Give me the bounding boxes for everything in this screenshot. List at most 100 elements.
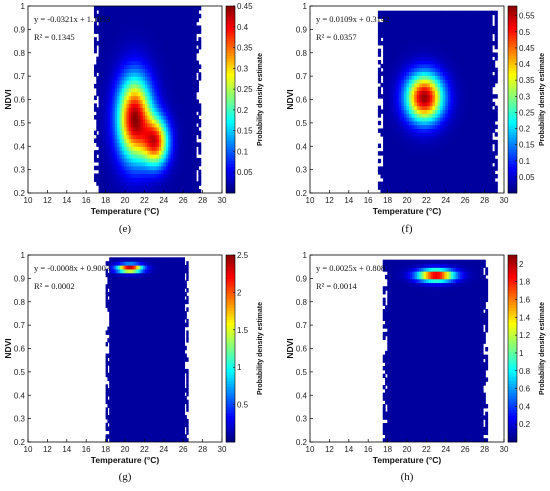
colorbar-tick-label: 0.15: [237, 127, 253, 136]
x-tick-label: 18: [383, 196, 392, 205]
x-tick-label: 28: [198, 445, 207, 454]
colorbar-tick-label: 0.3: [519, 92, 531, 101]
colorbar-tick-label: 1.2: [519, 331, 531, 340]
x-tick-label: 20: [121, 196, 130, 205]
x-tick-label: 12: [325, 445, 334, 454]
r-squared: R² = 0.0014: [316, 281, 357, 291]
chart-panel-h: 10 12 14 16 18 20 22 24 26 28 300.20.30.40.50.60.7…: [285, 251, 546, 483]
colorbar-tick-label: 0.2: [519, 125, 531, 134]
chart-panel-e: 10 12 14 16 18 20 22 24 26 28 30 0.2 0.3 0.4 0.5 0.6 0.7…: [3, 2, 264, 235]
x-tick-label: 18: [383, 445, 392, 454]
y-tick-label: 0.8: [14, 49, 26, 58]
colorbar-tick-label: 1.4: [519, 313, 531, 322]
x-axis-label: Temperature (°C): [91, 455, 160, 465]
x-tick-label: 30: [218, 196, 227, 205]
r-squared: R² = 0.1345: [34, 32, 75, 42]
colorbar-tick-label: 0.45: [519, 44, 535, 53]
x-tick-label: 26: [179, 196, 188, 205]
regression-equation: y = 0.0025x + 0.808: [316, 263, 385, 273]
y-tick-label: 0.2: [14, 438, 26, 447]
colorbar-tick-label: 0.4: [237, 23, 249, 32]
colorbar-tick-label: 0.35: [237, 44, 253, 53]
regression-equation: y = 0.0109x + 0.3142: [316, 14, 389, 24]
x-tick-label: 14: [344, 445, 353, 454]
density-cloud: [94, 6, 201, 194]
y-tick-label: 0.8: [14, 298, 26, 307]
colorbar-tick-label: 1.5: [237, 326, 249, 335]
y-tick-label: 0.9: [296, 25, 308, 34]
colorbar-tick-label: 0.1: [237, 147, 249, 156]
colorbar-tick-label: 0.05: [237, 168, 253, 177]
x-tick-label: 26: [461, 196, 470, 205]
colorbar-tick-label: 0.8: [519, 367, 531, 376]
colorbar-tick-label: 0.4: [519, 402, 531, 411]
panel-label: (e): [119, 223, 132, 235]
r-squared: R² = 0.0357: [316, 32, 357, 42]
x-tick-label: 22: [422, 445, 431, 454]
chart-panel-g: 10 12 14 16 18 20 22 24 26 28 300.20.30.40.50.60.7…: [3, 251, 264, 483]
x-axis-label: Temperature (°C): [91, 206, 160, 216]
x-tick-label: 16: [364, 445, 373, 454]
colorbar-label: Probability density estimate: [539, 302, 546, 395]
r-squared: R² = 0.0002: [34, 281, 75, 291]
chart-panel-f: 10 12 14 16 18 20 22 24 26 28 30 0.2 0.3 0.4 0.5 0.6 0.7…: [285, 2, 546, 235]
colorbar: 0.5 1 1.5 2 2.5 Probability density estimate: [226, 251, 264, 442]
colorbar-tick-label: 0.2: [519, 420, 531, 429]
colorbar-label: Probability density estimate: [257, 302, 264, 395]
x-tick-label: 30: [500, 196, 509, 205]
x-tick-label: 24: [441, 196, 450, 205]
x-tick-label: 20: [121, 445, 130, 454]
y-tick-label: 0.5: [296, 368, 308, 377]
x-tick-label: 22: [140, 445, 149, 454]
y-tick-label: 1: [303, 251, 308, 260]
colorbar-tick-label: 0.4: [519, 60, 531, 69]
y-axis-label: NDVI: [285, 338, 295, 358]
x-tick-label: 14: [344, 196, 353, 205]
x-tick-label: 24: [159, 196, 168, 205]
colorbar: 0.05 0.1 0.15 0.2 0.25 0.3 0.35 0.4 0.45 0.5 0.55 P…: [508, 6, 546, 193]
colorbar-tick-label: 0.55: [519, 12, 535, 21]
x-tick-label: 22: [422, 196, 431, 205]
colorbar-tick-label: 1: [237, 363, 242, 372]
colorbar-label: Probability density estimate: [539, 53, 546, 146]
x-tick-label: 16: [82, 445, 91, 454]
regression-equation: y = -0.0008x + 0.9003: [34, 263, 110, 273]
y-tick-label: 0.3: [14, 166, 26, 175]
y-tick-label: 0.2: [14, 189, 26, 198]
x-tick-label: 30: [500, 445, 509, 454]
colorbar-tick-label: 0.45: [237, 2, 253, 11]
x-tick-label: 12: [43, 445, 52, 454]
y-tick-label: 0.3: [14, 415, 26, 424]
x-tick-label: 12: [43, 196, 52, 205]
colorbar-tick-label: 0.6: [519, 385, 531, 394]
colorbar-tick-label: 0.15: [519, 141, 535, 150]
y-tick-label: 0.6: [14, 345, 26, 354]
y-tick-label: 1: [21, 2, 26, 11]
colorbar-tick-label: 1.8: [519, 278, 531, 287]
x-tick-label: 16: [364, 196, 373, 205]
panel-label: (f): [402, 223, 413, 235]
y-tick-label: 0.4: [296, 391, 308, 400]
y-tick-label: 0.8: [296, 298, 308, 307]
colorbar: 0.20.40.60.811.21.41.61.82Probability de…: [508, 255, 546, 442]
y-tick-label: 0.9: [296, 274, 308, 283]
y-tick-label: 0.5: [14, 119, 26, 128]
x-tick-label: 12: [325, 196, 334, 205]
x-tick-label: 18: [101, 445, 110, 454]
y-axis-label: NDVI: [3, 89, 13, 109]
y-axis-label: NDVI: [285, 89, 295, 109]
y-tick-label: 0.2: [296, 438, 308, 447]
colorbar-tick-label: 1: [519, 349, 524, 358]
y-tick-label: 0.3: [296, 166, 308, 175]
x-tick-label: 28: [480, 445, 489, 454]
colorbar-tick-label: 2: [519, 260, 524, 269]
y-tick-label: 0.6: [14, 96, 26, 105]
x-tick-label: 16: [82, 196, 91, 205]
colorbar-tick-label: 0.5: [519, 28, 531, 37]
colorbar-tick-label: 0.25: [519, 108, 535, 117]
y-tick-label: 0.5: [296, 119, 308, 128]
y-tick-label: 0.9: [14, 25, 26, 34]
y-tick-label: 0.4: [14, 391, 26, 400]
x-tick-label: 28: [198, 196, 207, 205]
